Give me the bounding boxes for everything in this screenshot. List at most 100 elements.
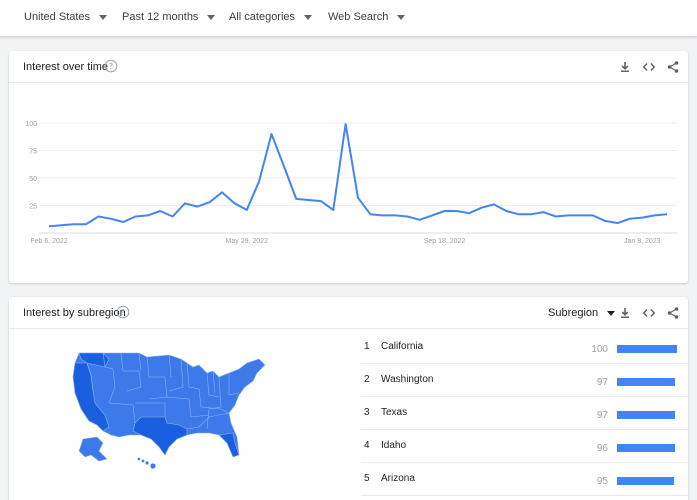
data-point [369, 213, 371, 215]
region-name[interactable]: Texas [381, 407, 408, 418]
data-point [270, 133, 272, 135]
region-filter-label: United States [24, 11, 91, 23]
data-point [382, 214, 384, 216]
caret-down-icon [397, 14, 406, 20]
list-item[interactable]: 4 Idaho 96 [361, 430, 688, 463]
x-tick-label: Feb 6, 2022 [30, 238, 67, 245]
card-title: Interest over time [23, 61, 108, 73]
region-name[interactable]: Washington [381, 374, 434, 385]
series-line [48, 123, 668, 228]
data-point [196, 206, 198, 208]
data-point [629, 218, 631, 220]
embed-icon[interactable] [642, 306, 656, 320]
category-filter-label: All categories [229, 11, 296, 23]
rank-number: 2 [364, 374, 370, 385]
data-point [184, 202, 186, 204]
region-value: 100 [591, 344, 608, 355]
caret-down-icon [99, 14, 108, 20]
card-title: Interest by subregion [23, 307, 126, 319]
data-point [135, 216, 137, 218]
x-tick-label: Sep 18, 2022 [424, 238, 466, 245]
data-point [641, 217, 643, 219]
list-item[interactable]: 3 Texas 97 [361, 397, 688, 430]
data-point [654, 214, 656, 216]
data-point [357, 197, 359, 199]
data-point [110, 218, 112, 220]
y-tick-label: 100 [25, 121, 37, 128]
data-point [419, 219, 421, 221]
share-icon[interactable] [666, 306, 680, 320]
data-point [567, 214, 569, 216]
embed-icon[interactable] [642, 60, 656, 74]
list-item[interactable]: 2 Washington 97 [361, 364, 688, 397]
data-point [456, 210, 458, 212]
help-icon[interactable]: ? [116, 305, 130, 319]
map-shape-florida [218, 432, 240, 458]
x-tick-label: Jan 8, 2023 [624, 238, 661, 245]
data-point [542, 211, 544, 213]
region-bar [617, 378, 676, 386]
download-icon[interactable] [618, 306, 632, 320]
data-point [518, 213, 520, 215]
time-filter[interactable]: Past 12 months [122, 11, 216, 23]
region-name[interactable]: California [381, 341, 424, 352]
svg-text:?: ? [109, 62, 113, 71]
category-filter[interactable]: All categories [229, 11, 313, 23]
y-tick-label: 25 [29, 204, 37, 211]
property-filter-label: Web Search [328, 11, 389, 23]
data-point [283, 165, 285, 167]
region-value: 97 [596, 377, 608, 388]
data-point [579, 214, 581, 216]
help-icon[interactable]: ? [104, 59, 118, 73]
data-point [468, 212, 470, 214]
region-value: 96 [596, 443, 608, 454]
data-point [406, 216, 408, 218]
map-shape-alaska[interactable] [78, 436, 108, 462]
data-point [493, 203, 495, 205]
region-value: 95 [596, 476, 608, 487]
data-point [604, 220, 606, 222]
time-filter-label: Past 12 months [122, 11, 199, 23]
resolution-select-label: Subregion [548, 307, 599, 319]
data-point [209, 201, 211, 203]
data-point [320, 200, 322, 202]
data-point [246, 209, 248, 211]
download-icon[interactable] [618, 60, 632, 74]
data-point [159, 210, 161, 212]
resolution-select[interactable]: Subregion [548, 307, 616, 319]
data-point [444, 210, 446, 212]
data-point [666, 213, 668, 215]
region-bar [617, 411, 676, 419]
data-point [617, 222, 619, 224]
map-shape-hawaii[interactable] [137, 457, 156, 469]
data-point [233, 202, 235, 204]
list-item[interactable]: 1 California 100 [361, 331, 688, 364]
rank-number: 1 [364, 341, 370, 352]
data-point [505, 210, 507, 212]
data-point [73, 223, 75, 225]
data-point [394, 214, 396, 216]
data-point [172, 216, 174, 218]
region-value: 97 [596, 410, 608, 421]
svg-text:?: ? [121, 308, 125, 317]
list-item[interactable]: 5 Arizona 95 [361, 463, 688, 496]
contiguous-us-map[interactable] [72, 352, 266, 458]
data-point [48, 225, 50, 227]
data-point [530, 213, 532, 215]
share-icon[interactable] [666, 60, 680, 74]
filter-bar: United States Past 12 months All categor… [0, 0, 697, 37]
region-name[interactable]: Idaho [381, 440, 407, 451]
data-point [85, 223, 87, 225]
region-filter[interactable]: United States [24, 11, 108, 23]
region-name[interactable]: Arizona [381, 473, 415, 484]
card-header: Interest by subregion ? Subregion [9, 297, 688, 329]
y-tick-label: 75 [29, 149, 37, 156]
caret-down-icon [607, 310, 616, 316]
property-filter[interactable]: Web Search [328, 11, 406, 23]
us-subregion-map[interactable] [69, 347, 294, 472]
caret-down-icon [304, 14, 313, 20]
data-point [60, 224, 62, 226]
map-shape-west [72, 352, 266, 458]
card-header: Interest over time ? [9, 51, 688, 83]
interest-line-chart: 100 75 50 25 Feb 6, 2022 May 29, 2022 Sep 18, … [25, 121, 677, 245]
